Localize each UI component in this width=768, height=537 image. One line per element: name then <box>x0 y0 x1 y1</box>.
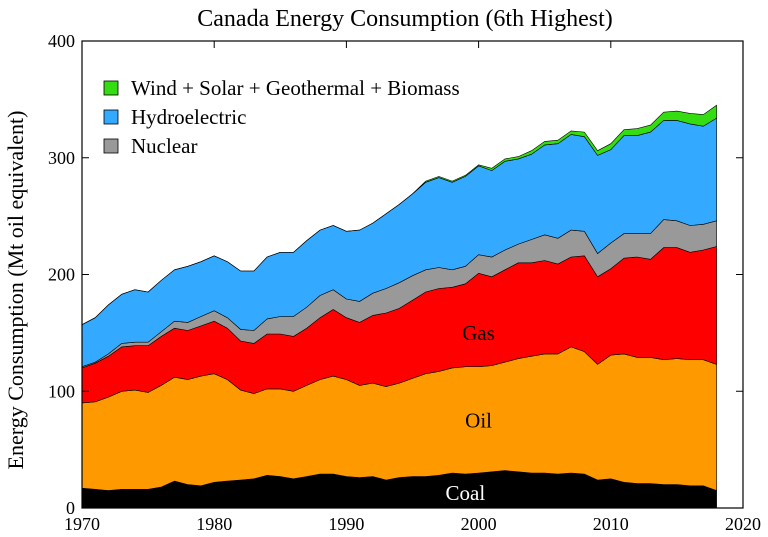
x-tick-label: 2010 <box>593 514 629 534</box>
legend-label-hydroelectric: Hydroelectric <box>131 105 246 129</box>
legend: Wind + Solar + Geothermal + Biomass Hydro… <box>103 76 460 158</box>
annotation-oil: Oil <box>465 408 492 432</box>
annotation-gas: Gas <box>462 321 495 345</box>
y-tick-label: 200 <box>48 265 75 285</box>
y-tick-label: 300 <box>48 148 75 168</box>
y-axis-label: Energy Consumption (Mt oil equivalent) <box>3 111 28 470</box>
x-tick-label: 1970 <box>64 514 100 534</box>
area-layers <box>81 104 717 509</box>
legend-swatch-nuclear <box>103 138 119 154</box>
x-tick-label: 1990 <box>328 514 364 534</box>
legend-label-nuclear: Nuclear <box>131 134 197 158</box>
x-tick-label: 2020 <box>725 514 761 534</box>
x-tick-label: 2000 <box>461 514 497 534</box>
y-tick-label: 0 <box>66 498 75 518</box>
annotation-coal: Coal <box>446 481 486 505</box>
legend-swatch-wind-solar-geothermal-biomass <box>103 80 119 96</box>
axes: 1970 1980 1990 2000 2010 2020 0 100 200 300 400 <box>48 31 761 534</box>
y-tick-label: 100 <box>48 381 75 401</box>
x-tick-label: 1980 <box>196 514 232 534</box>
area-annotations: Gas Oil Coal <box>446 321 495 505</box>
legend-swatch-hydroelectric <box>103 109 119 125</box>
area-wind-solar-geothermal-biomass <box>81 104 717 325</box>
legend-label-wind-solar-geothermal-biomass: Wind + Solar + Geothermal + Biomass <box>131 76 460 100</box>
chart-title: Canada Energy Consumption (6th Highest) <box>197 6 613 32</box>
y-tick-label: 400 <box>48 31 75 51</box>
